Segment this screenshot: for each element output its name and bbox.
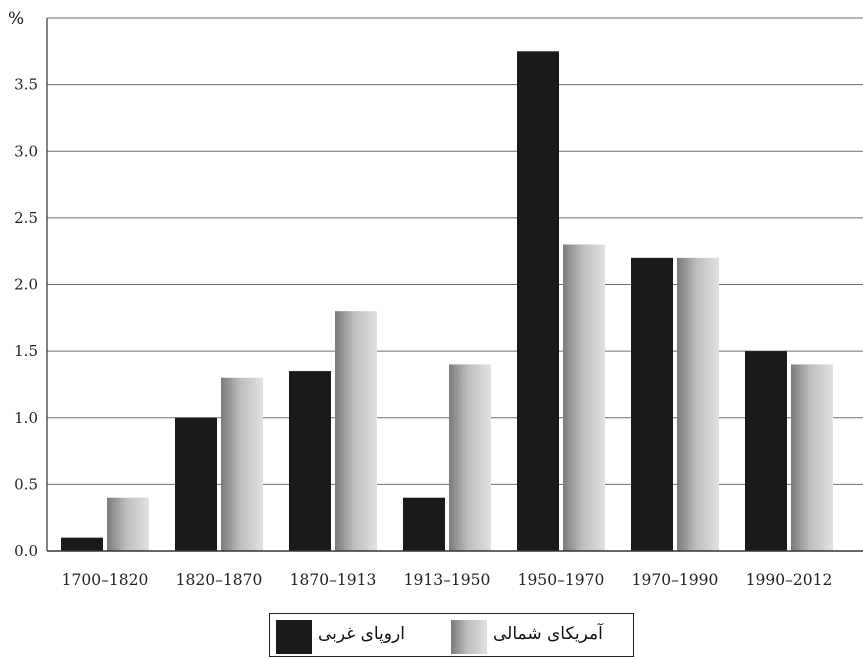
y-tick-label: 0.0	[14, 542, 38, 560]
bar-north-america	[107, 497, 149, 551]
x-tick-label: 1870–1913	[290, 571, 377, 589]
bar-north-america	[335, 311, 377, 551]
legend-swatch-north-america	[451, 620, 487, 654]
y-tick-label: 1.5	[14, 342, 38, 360]
x-tick-label: 1913–1950	[404, 571, 491, 589]
bar-western-europe	[631, 257, 673, 551]
x-tick-label: 1700–1820	[62, 571, 149, 589]
axes: %	[8, 9, 863, 552]
y-tick-label: 1.0	[14, 409, 38, 427]
y-tick-label: 0.5	[14, 475, 38, 493]
bar-western-europe	[289, 371, 331, 551]
legend-swatch-western-europe	[276, 620, 312, 654]
legend-label-north-america: آمریکای شمالی	[493, 624, 603, 644]
y-unit-label: %	[8, 9, 24, 29]
y-tick-label: 2.5	[14, 209, 38, 227]
legend-label-western-europe: اروپای غربی	[318, 624, 405, 644]
x-tick-label: 1820–1870	[176, 571, 263, 589]
legend: اروپای غربی آمریکای شمالی	[269, 613, 634, 657]
bar-north-america	[791, 364, 833, 551]
x-tick-label: 1950–1970	[518, 571, 605, 589]
x-tick-labels: 1700–1820 1820–1870 1870–1913 1913–1950 1950…	[62, 571, 833, 589]
bar-western-europe	[61, 537, 103, 551]
y-tick-label: 3.0	[14, 142, 38, 160]
y-tick-labels: 0.0 0.5 1.0 1.5 2.0 2.5 3.0 3.5	[14, 76, 38, 560]
bar-north-america	[221, 377, 263, 551]
bar-western-europe	[517, 51, 559, 551]
x-tick-label: 1970–1990	[632, 571, 719, 589]
bar-western-europe	[745, 351, 787, 551]
x-tick-label: 1990–2012	[746, 571, 833, 589]
bar-north-america	[563, 244, 605, 551]
bar-western-europe	[175, 417, 217, 551]
bar-north-america	[449, 364, 491, 551]
y-tick-label: 3.5	[14, 76, 38, 94]
bar-north-america	[677, 257, 719, 551]
y-tick-label: 2.0	[14, 276, 38, 294]
bars	[61, 51, 833, 551]
bar-western-europe	[403, 497, 445, 551]
